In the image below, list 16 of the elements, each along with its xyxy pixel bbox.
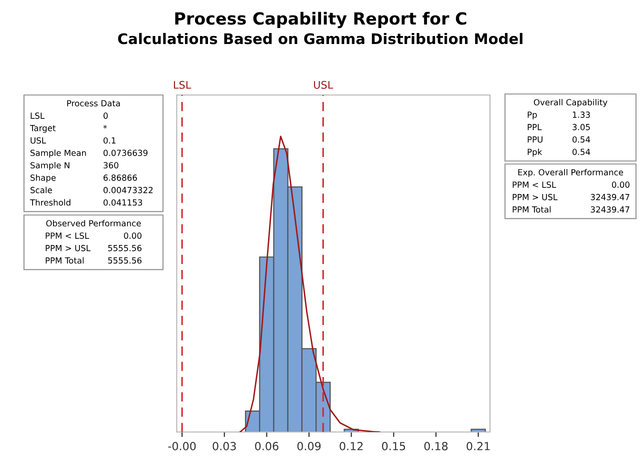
chart-title: Process Capability Report for C <box>175 12 466 28</box>
chart-subtitle: Calculations Based on Gamma Distribution Model <box>118 32 522 44</box>
ref-line-label: USL <box>314 80 334 89</box>
text: Exp. Overall Performance PPM < LSL 0.00 PPM > USL 32439.47 PPM Total 32439.47 <box>512 168 630 213</box>
text: Process Data LSL 0 Target * USL 0.1 Sample Mean 0.0736639 Sample N 360 Shape 6.86866 Scale 0.00473322 Threshold 0.041153 <box>30 100 153 206</box>
text: Overall Capability Pp 1.33 PPL 3.05 PPU 0.54 Ppk 0.54 <box>528 98 608 157</box>
x-tick-label: 0.09 <box>297 442 321 450</box>
x-tick-label: 0.03 <box>212 442 236 450</box>
text: Observed Performance PPM < LSL 0.00 PPM > USL 5555.56 PPM Total 5555.56 <box>46 220 142 264</box>
x-tick-label: 0.21 <box>466 442 490 450</box>
x-tick-label: 0.06 <box>255 442 278 450</box>
ref-line-label: LSL <box>174 80 192 89</box>
x-tick-label: -0.00 <box>168 442 196 450</box>
x-tick-label: 0.12 <box>340 442 363 450</box>
x-tick-label: 0.18 <box>424 442 448 450</box>
x-tick-label: 0.15 <box>382 442 406 450</box>
